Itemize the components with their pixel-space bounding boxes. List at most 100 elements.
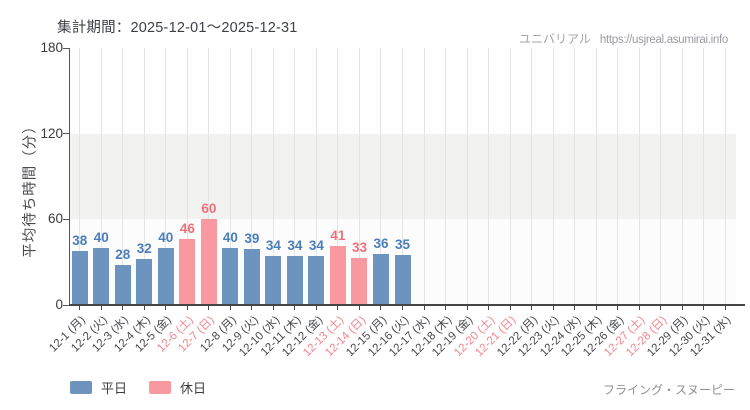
day-gridline [445, 48, 447, 305]
bar-value-label: 41 [330, 228, 346, 244]
x-tick-mark [724, 306, 726, 310]
holiday-bar [351, 257, 368, 305]
x-axis-line [69, 304, 745, 306]
plot-area: 12-1 (月) 38 12-2 (火) 40 12-3 (水) 28 12-4 (木) 32… [48, 47, 745, 359]
bar-value-label: 40 [93, 229, 109, 245]
x-tick-mark [337, 306, 339, 310]
y-tick-mark [63, 304, 69, 306]
weekday-bar [136, 259, 153, 305]
x-tick-mark [79, 306, 81, 310]
holiday-bar [329, 246, 346, 305]
bar-value-label: 39 [244, 231, 260, 247]
watermark-url: https://usjreal.asumirai.info [599, 34, 728, 46]
x-tick-mark [186, 306, 188, 310]
page-title: 集計期間：2025-12-01～2025-12-31 [57, 20, 298, 36]
x-tick-mark [294, 306, 296, 310]
attraction-name: フライング・スヌーピー [602, 383, 735, 397]
weekday-bar [286, 256, 303, 305]
y-tick-label: 0 [55, 297, 63, 312]
bar-value-label: 40 [222, 229, 238, 245]
day-gridline [402, 48, 403, 305]
legend-item-weekday: 平日 [70, 378, 127, 397]
day-gridline [186, 48, 188, 305]
x-tick-mark [617, 306, 619, 310]
x-tick-mark [358, 306, 360, 310]
weekday-bar [93, 247, 110, 305]
x-tick-mark [574, 306, 576, 310]
legend-weekday-swatch [70, 381, 92, 394]
day-gridline [358, 48, 360, 305]
x-tick-mark [272, 306, 274, 310]
legend: 平日 休日 [70, 378, 206, 397]
x-tick-mark [660, 306, 662, 310]
day-gridline [724, 48, 726, 305]
day-gridline [294, 48, 296, 305]
day-gridline [466, 48, 468, 305]
day-gridline [122, 48, 124, 305]
day-gridline [208, 48, 210, 305]
x-tick-mark [229, 306, 231, 310]
weekday-bar [114, 265, 131, 305]
x-tick-mark [208, 306, 210, 310]
day-gridline [595, 48, 597, 305]
bar-value-label: 34 [308, 238, 324, 254]
weekday-bar [394, 255, 411, 305]
day-gridline [552, 48, 554, 305]
legend-holiday-label: 休日 [180, 381, 207, 396]
x-tick-mark [315, 306, 317, 310]
y-tick-mark [63, 133, 69, 135]
x-tick-mark [165, 306, 167, 310]
bar-value-label: 36 [373, 235, 389, 251]
day-gridline [531, 48, 533, 305]
day-gridline [509, 48, 511, 305]
bar-value-label: 28 [115, 247, 131, 263]
day-gridline [423, 48, 425, 305]
day-gridline [337, 48, 339, 305]
x-tick-mark [445, 306, 447, 310]
legend-weekday-label: 平日 [101, 381, 128, 396]
weekday-bar [71, 250, 88, 305]
weekday-bar [372, 253, 389, 305]
x-tick-mark [380, 306, 382, 310]
x-tick-mark [251, 306, 253, 310]
day-gridline [380, 48, 382, 305]
x-tick-mark [552, 306, 554, 310]
day-gridline [165, 48, 167, 305]
x-tick-mark [595, 306, 597, 310]
y-tick-mark [63, 47, 69, 49]
x-tick-mark [638, 306, 640, 310]
watermark-site-name: ユニバリアル [519, 32, 591, 46]
x-tick-mark [100, 306, 102, 310]
weekday-bar [308, 256, 325, 305]
x-tick-mark [509, 306, 511, 310]
bar-value-label: 34 [265, 238, 281, 254]
y-tick-label: 180 [40, 40, 63, 55]
holiday-bar [200, 219, 217, 305]
weekday-bar [265, 256, 282, 305]
day-gridline [79, 48, 81, 305]
day-gridline [617, 48, 619, 305]
day-gridline [251, 48, 253, 305]
y-tick-mark [63, 218, 69, 220]
x-tick-mark [488, 306, 490, 310]
day-gridline [100, 48, 102, 305]
x-tick-mark [423, 306, 425, 310]
day-gridline [143, 48, 145, 305]
day-gridline [315, 48, 317, 305]
day-gridline [229, 48, 231, 305]
weekday-bar [243, 249, 260, 305]
bar-value-label: 46 [179, 221, 195, 237]
day-gridline [638, 48, 640, 305]
x-tick-mark [466, 306, 468, 310]
x-tick-mark [681, 306, 683, 310]
y-tick-label: 120 [40, 125, 63, 141]
weekday-bar [157, 247, 174, 305]
bar-value-label: 60 [201, 201, 217, 217]
x-tick-mark [703, 306, 705, 310]
day-gridline [272, 48, 274, 305]
watermark: ユニバリアル https://usjreal.asumirai.info [519, 30, 728, 47]
day-gridline [488, 48, 490, 305]
bar-value-label: 32 [136, 241, 152, 257]
x-tick-mark [402, 306, 403, 310]
